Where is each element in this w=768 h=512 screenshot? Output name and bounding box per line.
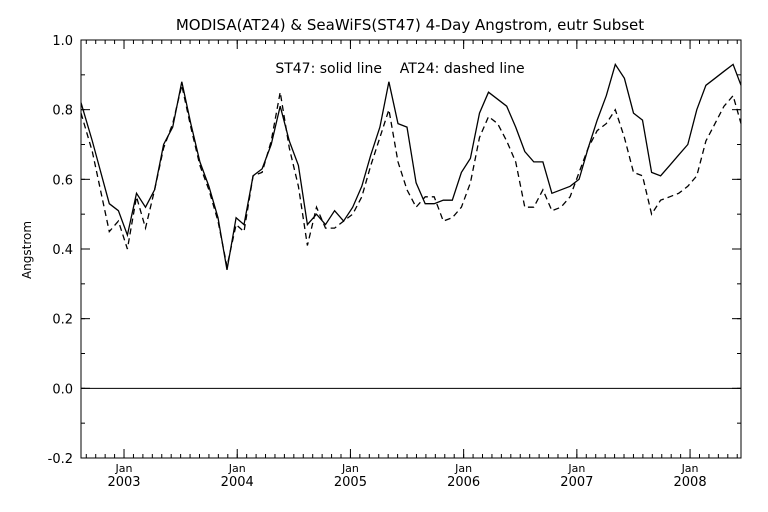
chart-title: MODISA(AT24) & SeaWiFS(ST47) 4-Day Angst… <box>176 16 644 34</box>
y-tick-label: 1.0 <box>52 34 73 49</box>
x-tick-month: Jan <box>228 462 246 475</box>
y-axis-label: Angstrom <box>20 221 34 279</box>
y-tick-label: -0.2 <box>48 452 73 467</box>
x-tick-month: Jan <box>567 462 585 475</box>
y-tick-label: 0.2 <box>52 313 73 328</box>
y-tick-label: 0.8 <box>52 104 73 119</box>
x-tick-year: 2008 <box>674 475 707 490</box>
plot-frame <box>80 39 742 459</box>
x-tick-month: Jan <box>341 462 359 475</box>
x-axis: Jan2003Jan2004Jan2005Jan2006Jan2007Jan20… <box>85 40 738 490</box>
x-tick-year: 2006 <box>447 475 480 490</box>
series-layer <box>80 62 742 271</box>
series-line-st47 <box>80 62 742 271</box>
x-tick-year: 2004 <box>221 475 254 490</box>
series-line-at24 <box>80 85 742 267</box>
y-axis: -0.2 0.0 0.2 0.4 0.6 0.8 1.0 <box>48 34 741 467</box>
x-tick-month: Jan <box>681 462 699 475</box>
x-tick-month: Jan <box>454 462 472 475</box>
x-tick-year: 2003 <box>107 475 140 490</box>
y-tick-label: 0.4 <box>52 243 73 258</box>
series-annotation: ST47: solid line AT24: dashed line <box>275 61 524 77</box>
y-tick-label: 0.0 <box>52 382 73 397</box>
x-tick-month: Jan <box>115 462 133 475</box>
x-tick-year: 2007 <box>560 475 593 490</box>
x-tick-year: 2005 <box>334 475 367 490</box>
y-tick-label: 0.6 <box>52 173 73 188</box>
